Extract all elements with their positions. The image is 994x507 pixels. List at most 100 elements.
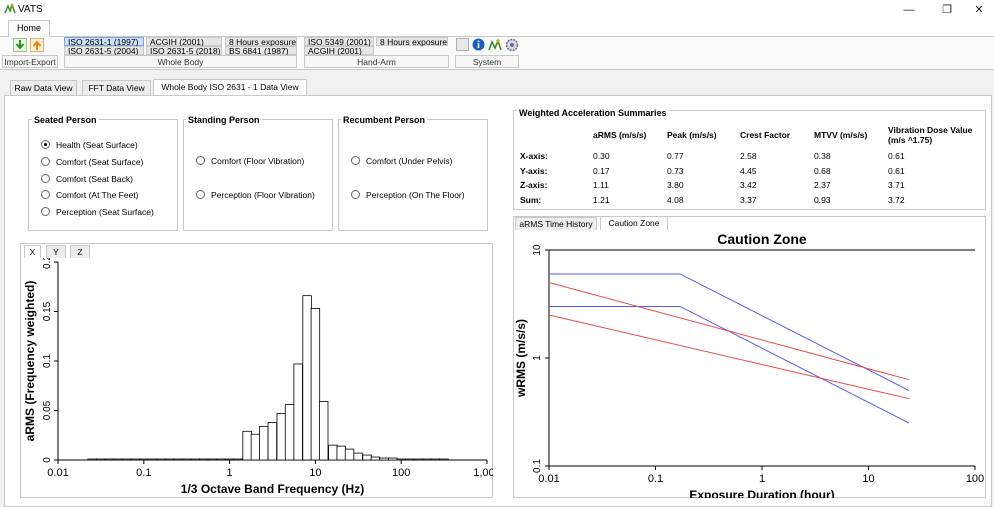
y-axis-title: aRMS (Frequency weighted) bbox=[23, 281, 37, 442]
header-vdv: Vibration Dose Value bbox=[888, 125, 973, 135]
octave-bar bbox=[113, 458, 123, 461]
y-tick-label: 0.05 bbox=[42, 400, 53, 420]
radio-label: Comfort (Under Pelvis) bbox=[366, 156, 453, 166]
octave-bar bbox=[224, 458, 235, 461]
minimize-button[interactable]: — bbox=[903, 4, 915, 16]
radio-perception-floor-vibration[interactable] bbox=[196, 190, 205, 199]
vats-logo-icon[interactable] bbox=[488, 38, 502, 52]
summary-cell: 0.73 bbox=[667, 165, 684, 176]
radio-label: Perception (Floor Vibration) bbox=[211, 190, 315, 200]
tab-caution-zone[interactable]: Caution Zone bbox=[600, 216, 668, 230]
header-arms: aRMS (m/s/s) bbox=[593, 130, 647, 140]
whole-body-group-label: Whole Body bbox=[64, 55, 297, 68]
zone-line bbox=[548, 282, 910, 381]
export-arrow-icon[interactable] bbox=[30, 38, 44, 52]
iso-2631-5-2004-button[interactable]: ISO 2631-5 (2004) bbox=[64, 46, 144, 56]
zone-line bbox=[549, 305, 910, 424]
y-tick-label: 0.1 bbox=[42, 354, 53, 368]
tab-fft-data-view[interactable]: FFT Data View bbox=[82, 80, 151, 95]
radio-label: Comfort (At The Feet) bbox=[56, 190, 139, 200]
octave-bar bbox=[164, 458, 175, 461]
summary-row-label: Z-axis: bbox=[520, 180, 548, 190]
radio-health-seat-surface[interactable] bbox=[41, 140, 50, 149]
octave-bar bbox=[216, 458, 226, 461]
hand-arm-group-label: Hand-Arm bbox=[304, 55, 449, 68]
octave-bar bbox=[353, 452, 363, 461]
settings-gear-icon[interactable] bbox=[505, 38, 519, 52]
summary-cell: 4.45 bbox=[740, 165, 757, 176]
axis-tab-z[interactable]: Z bbox=[70, 245, 90, 258]
octave-bar bbox=[181, 458, 192, 461]
summary-cell: 0.93 bbox=[814, 194, 831, 205]
octave-bar bbox=[302, 295, 312, 461]
y-tick-label: 0.15 bbox=[42, 301, 53, 321]
octave-bar bbox=[439, 458, 449, 461]
summary-title: Weighted Acceleration Summaries bbox=[517, 108, 669, 118]
octave-bar bbox=[370, 456, 381, 461]
octave-bar bbox=[104, 458, 115, 461]
octave-bar bbox=[284, 404, 295, 461]
zone-line bbox=[548, 314, 910, 400]
standing-person-title: Standing Person bbox=[186, 115, 262, 125]
import-export-group-label: Import-Export bbox=[2, 55, 58, 68]
caution-chart-panel bbox=[513, 216, 986, 498]
x-tick-label: 0.1 bbox=[136, 467, 151, 479]
restore-button[interactable]: ❐ bbox=[942, 4, 952, 16]
x-tick-label: 10 bbox=[862, 473, 874, 485]
header-vdv-unit: (m/s ^1.75) bbox=[888, 135, 933, 145]
blank-icon[interactable] bbox=[456, 38, 469, 51]
app-title: VATS bbox=[18, 4, 43, 15]
radio-perception-seat-surface[interactable] bbox=[41, 207, 50, 216]
octave-bar bbox=[396, 458, 406, 461]
octave-bar bbox=[344, 448, 355, 461]
radio-comfort-seat-back[interactable] bbox=[41, 174, 50, 183]
octave-bar bbox=[250, 433, 261, 461]
radio-label: Comfort (Seat Back) bbox=[56, 174, 133, 184]
summary-cell: 0.38 bbox=[814, 151, 831, 161]
octave-bar bbox=[121, 458, 132, 461]
ribbon-tab-home[interactable]: Home bbox=[8, 20, 50, 37]
octave-bar bbox=[130, 458, 141, 461]
y-tick-label: 0.2 bbox=[42, 258, 53, 269]
iso-2631-5-2018-button[interactable]: ISO 2631-5 (2018) bbox=[146, 46, 222, 56]
radio-perception-on-the-floor[interactable] bbox=[351, 190, 360, 199]
octave-bar bbox=[87, 458, 97, 461]
ha-8-hours-exposure-button[interactable]: 8 Hours exposure bbox=[376, 37, 448, 47]
radio-comfort-seat-surface[interactable] bbox=[41, 157, 50, 166]
y-tick-label: 0 bbox=[42, 457, 53, 463]
x-tick-label: 0.01 bbox=[538, 473, 559, 485]
octave-bar bbox=[414, 458, 424, 461]
header-crest-factor: Crest Factor bbox=[740, 130, 791, 140]
summary-cell: 0.68 bbox=[814, 165, 831, 176]
info-icon[interactable] bbox=[472, 38, 485, 51]
radio-comfort-under-pelvis[interactable] bbox=[351, 156, 360, 165]
recumbent-person-title: Recumbent Person bbox=[341, 115, 428, 125]
bs-6841-1987-button[interactable]: BS 6841 (1987) bbox=[225, 46, 297, 56]
import-arrow-icon[interactable] bbox=[13, 38, 27, 52]
close-button[interactable]: ✕ bbox=[974, 4, 984, 16]
tab-raw-data-view[interactable]: Raw Data View bbox=[10, 80, 77, 95]
radio-comfort-floor-vibration[interactable] bbox=[196, 156, 205, 165]
iso-2631-1-1997-button[interactable]: ISO 2631-1 (1997) bbox=[64, 37, 144, 47]
ha-acgih-2001-button[interactable]: ACGIH (2001) bbox=[304, 46, 374, 56]
axis-tab-x[interactable]: X bbox=[24, 245, 41, 258]
x-tick-label: 100 bbox=[392, 467, 410, 479]
standing-person-group bbox=[183, 119, 333, 231]
octave-bar bbox=[233, 458, 243, 461]
tab-arms-time-history[interactable]: aRMS Time History bbox=[515, 217, 597, 230]
radio-comfort-at-the-feet[interactable] bbox=[41, 190, 50, 199]
chart-title: Caution Zone bbox=[717, 231, 807, 247]
iso-5349-2001-button[interactable]: ISO 5349 (2001) bbox=[304, 37, 374, 47]
frequency-chart: 0.01 0.1 1 10 100 1,000 0 0.05 0.1 0.15 0.2 1/3 Oct… bbox=[23, 258, 493, 496]
octave-bar bbox=[336, 445, 346, 461]
acgih-2001-button[interactable]: ACGIH (2001) bbox=[146, 37, 222, 47]
summary-cell: 0.30 bbox=[593, 151, 610, 161]
summary-cell: 2.37 bbox=[814, 180, 831, 190]
ribbon-tab-bar bbox=[0, 20, 994, 36]
octave-bar bbox=[379, 457, 389, 461]
zone-line bbox=[549, 273, 910, 391]
axis-tab-y[interactable]: Y bbox=[46, 245, 66, 258]
x-axis-title: 1/3 Octave Band Frequency (Hz) bbox=[181, 482, 364, 496]
tab-whole-body-iso-2631-1[interactable]: Whole Body ISO 2631 - 1 Data View bbox=[153, 79, 307, 96]
wb-8-hours-exposure-button[interactable]: 8 Hours exposure bbox=[225, 37, 297, 47]
